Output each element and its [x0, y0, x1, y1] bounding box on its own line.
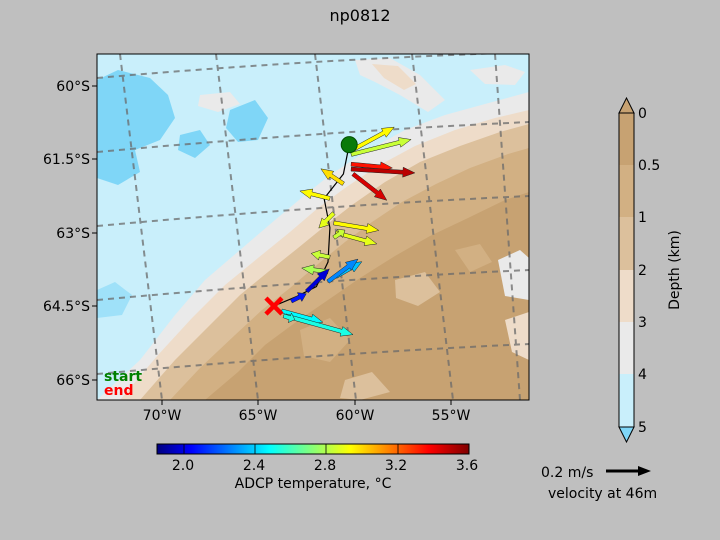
temperature-tick-label: 2.4: [243, 458, 265, 474]
legend-end-label: end: [104, 383, 133, 399]
shelf-basin-3: [455, 244, 492, 272]
velocity-arrow: [332, 228, 346, 240]
east-pale-patch-2: [505, 312, 529, 360]
velocity-arrow: [284, 313, 354, 337]
depth-band: [619, 113, 634, 165]
velocity-arrow: [282, 312, 296, 324]
shelf-basin-4: [340, 372, 390, 400]
velocity-arrow: [326, 258, 359, 284]
lat-tick-label: 64.5°S: [43, 299, 90, 315]
graticule: [97, 54, 529, 400]
velocity-arrow: [333, 220, 380, 234]
shelf-basin-2: [395, 272, 440, 306]
abyssal-patch-west: [97, 70, 175, 185]
velocity-key-depth: velocity at 46m: [548, 486, 657, 502]
lat-tick-label: 60°S: [56, 79, 90, 95]
velocity-arrow: [350, 166, 416, 178]
temperature-colorbar-label: ADCP temperature, °C: [235, 476, 392, 492]
depth-tick-label: 0: [638, 106, 647, 122]
depth-tick-label: 3: [638, 315, 647, 331]
lat-axis: 60°S 61.5°S 63°S 64.5°S 66°S: [43, 79, 97, 389]
velocity-vectors: [280, 126, 416, 337]
velocity-arrow: [304, 268, 330, 294]
island-east: [470, 65, 525, 85]
depth-colorbar-bottom-extend: [618, 426, 635, 444]
chart-title: np0812: [329, 6, 390, 25]
depth-tick-label: 4: [638, 367, 647, 383]
depth-colorbar-top-extend: [618, 96, 635, 114]
lat-tick-label: 61.5°S: [43, 152, 90, 168]
map-frame: [96, 53, 530, 401]
depth-band: [619, 322, 634, 374]
depth-colorbar-label: Depth (km): [667, 230, 683, 310]
depth-tick-label: 2: [638, 263, 647, 279]
end-marker: [264, 296, 284, 316]
start-marker: [340, 136, 358, 154]
velocity-arrow: [320, 168, 345, 186]
abyssal-patch-southwest: [97, 282, 132, 318]
bathymetry-map: start end: [97, 54, 529, 400]
temperature-colorbar-ramp: [156, 443, 470, 455]
velocity-arrow: [290, 292, 307, 304]
velocity-arrow: [350, 137, 412, 157]
abyssal-patch-north: [226, 100, 268, 142]
shelf-inner: [205, 192, 529, 400]
legend-start-label: start: [104, 369, 142, 385]
depth-tick-label: 1: [638, 210, 647, 226]
abyssal-patch-small: [178, 130, 210, 158]
lat-tick-label: 66°S: [56, 373, 90, 389]
ridge-north-crest: [372, 64, 416, 90]
depth-tick-label: 5: [638, 420, 647, 436]
velocity-arrow: [351, 172, 388, 201]
temperature-tick-label: 3.6: [456, 458, 478, 474]
temperature-tick-label: 2.8: [314, 458, 336, 474]
temperature-colorbar: 2.0 2.4 2.8 3.2 3.6 ADCP temperature, °C: [156, 443, 478, 492]
velocity-key: 0.2 m/s velocity at 46m: [541, 465, 657, 502]
lon-tick-label: 70°W: [143, 408, 182, 424]
lon-tick-label: 65°W: [239, 408, 278, 424]
east-pale-patch: [498, 250, 529, 300]
temperature-tick-label: 3.2: [385, 458, 407, 474]
depth-band: [619, 374, 634, 427]
velocity-key-value: 0.2 m/s: [541, 465, 593, 481]
depth-band: [619, 270, 634, 322]
island-west: [198, 92, 240, 112]
lon-tick-label: 60°W: [336, 408, 375, 424]
velocity-arrow: [318, 211, 336, 229]
velocity-arrow: [310, 249, 331, 261]
velocity-key-arrow-icon: [606, 466, 651, 476]
velocity-arrow: [299, 188, 331, 201]
lon-axis: 70°W 65°W 60°W 55°W: [143, 400, 471, 424]
depth-band: [619, 217, 634, 270]
lon-tick-label: 55°W: [432, 408, 471, 424]
depth-band: [619, 165, 634, 217]
lat-tick-label: 63°S: [56, 226, 90, 242]
depth-colorbar: 0 0.5 1 2 3 4 5 Depth (km): [618, 96, 683, 444]
depth-tick-label: 0.5: [638, 158, 660, 174]
temperature-tick-label: 2.0: [172, 458, 194, 474]
